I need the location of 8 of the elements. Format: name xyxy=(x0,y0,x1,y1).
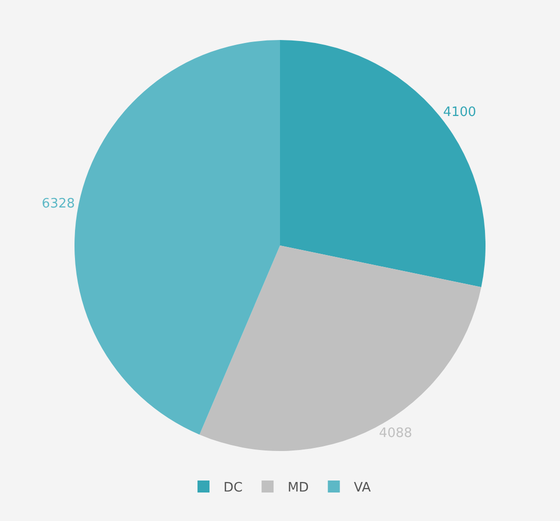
legend-label: MD xyxy=(288,480,309,496)
pie-slice xyxy=(74,40,280,435)
pie-slice xyxy=(199,246,482,451)
data-label: 6328 xyxy=(42,196,75,212)
pie-slice xyxy=(280,40,486,288)
data-label: 4100 xyxy=(443,105,476,120)
legend-label: VA xyxy=(354,480,371,496)
legend-label: DC xyxy=(224,480,243,496)
